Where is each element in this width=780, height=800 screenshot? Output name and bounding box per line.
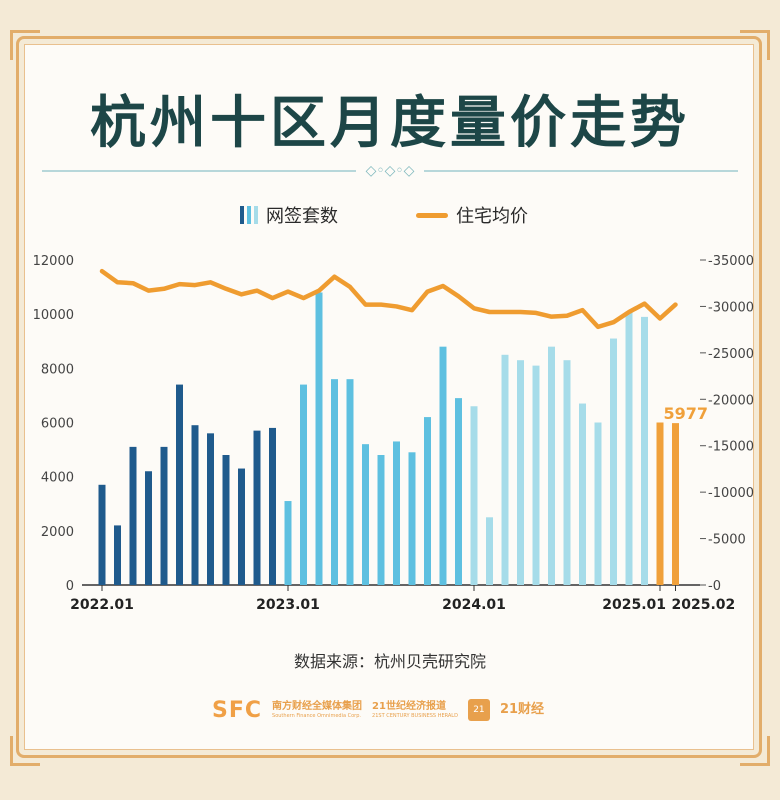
bar [346,379,354,585]
bar [377,455,385,585]
bar [594,422,602,585]
left-axis-tick-label: 12000 [33,254,74,269]
bar [300,384,307,585]
bar [439,346,447,585]
right-axis-tick-label: -30000 [708,300,754,315]
bar [362,444,369,585]
outer-frame [16,36,762,758]
bar [672,423,679,585]
bar [129,446,137,585]
bar [114,525,121,585]
cbh-logo-en: 21ST CENTURY BUSINESS HERALD [372,713,458,719]
bar [191,425,199,585]
bar [315,292,323,585]
legend-bars: 网签套数 [240,203,338,227]
x-axis-tick-label: 2025.02 [672,597,736,613]
bar [176,384,183,585]
bar [532,365,540,585]
bar [656,422,664,585]
bar [579,403,586,585]
legend-line-label: 住宅均价 [456,206,528,227]
left-axis-tick-label: 10000 [33,308,74,323]
title-rule-right [424,170,738,172]
left-axis-tick-label: 0 [66,579,74,594]
bar [455,398,462,585]
source-note: 数据来源：杭州贝壳研究院 [293,652,486,671]
price-line [99,268,678,330]
corner-ornament-tr [740,30,770,60]
bar [641,316,648,585]
legend-line: 住宅均价 [416,203,528,227]
badge-21-icon: 21 [467,699,490,721]
bar [610,338,617,585]
corner-ornament-bl [10,736,40,766]
right-axis-tick-label: -5000 [708,533,746,548]
bar [563,360,571,585]
left-axis-tick-label: 6000 [41,417,74,432]
bar [393,441,400,585]
chart: 0 2000 4000 6000 8000 10000 12000 -0 -5000 -10000… [33,254,754,613]
corner-ornament-br [740,736,770,766]
bar [625,311,633,585]
title-ornament-icon: ◇◦◇◦◇ [365,163,415,179]
page-title: 杭州十区月度量价走势 [90,91,690,156]
bar [207,433,214,585]
bar [284,501,292,585]
bar [269,427,276,585]
bar [424,417,431,585]
x-axis-tick-label: 2025.01 [602,597,666,613]
legend-bars-label: 网签套数 [266,206,338,227]
left-axis-tick-label: 8000 [41,362,74,377]
right-axis-tick-label: -0 [708,579,721,594]
bar [238,468,245,585]
bar [145,471,152,585]
bar [517,360,524,585]
left-axis-tick-label: 2000 [41,525,74,540]
sfc-logo: SFC [212,697,263,723]
sfc-logo-text: 南方财经全媒体集团 Southern Finance Omnimedia Cor… [272,701,362,719]
logo-strip: SFC 南方财经全媒体集团 Southern Finance Omnimedia… [212,696,544,724]
bar [222,455,230,585]
left-axis-tick-label: 4000 [41,471,74,486]
legend-line-swatch [416,212,448,218]
sfc-logo-en: Southern Finance Omnimedia Corp. [272,713,361,719]
title-rule-left [42,170,356,172]
right-axis-tick-label: -15000 [708,440,754,455]
cbh-logo-cn: 21世纪经济报道 [372,701,446,712]
bar [486,517,493,585]
x-axis-tick-label: 2022.01 [70,597,134,613]
bar [98,484,106,585]
right-axis-tick-label: -35000 [708,254,754,269]
bar [470,406,478,585]
cj-logo: 21财经 [499,702,545,717]
x-axis-tick-label: 2023.01 [256,597,320,613]
highlight-data-label: 5977 [664,404,709,423]
sfc-logo-cn: 南方财经全媒体集团 [272,701,363,712]
bar [253,430,261,585]
corner-ornament-tl [10,30,40,60]
bar [331,379,338,585]
legend-bars-swatch [240,206,258,224]
x-axis-tick-label: 2024.01 [442,597,506,613]
right-axis-tick-label: -25000 [708,347,754,362]
right-axis-tick-label: -10000 [708,486,754,501]
bar [501,354,509,585]
right-axis-tick-label: -20000 [708,393,754,408]
bar [548,346,555,585]
cbh-logo: 21世纪经济报道 21ST CENTURY BUSINESS HERALD [372,701,458,719]
bar [160,446,168,585]
bar [408,452,416,585]
